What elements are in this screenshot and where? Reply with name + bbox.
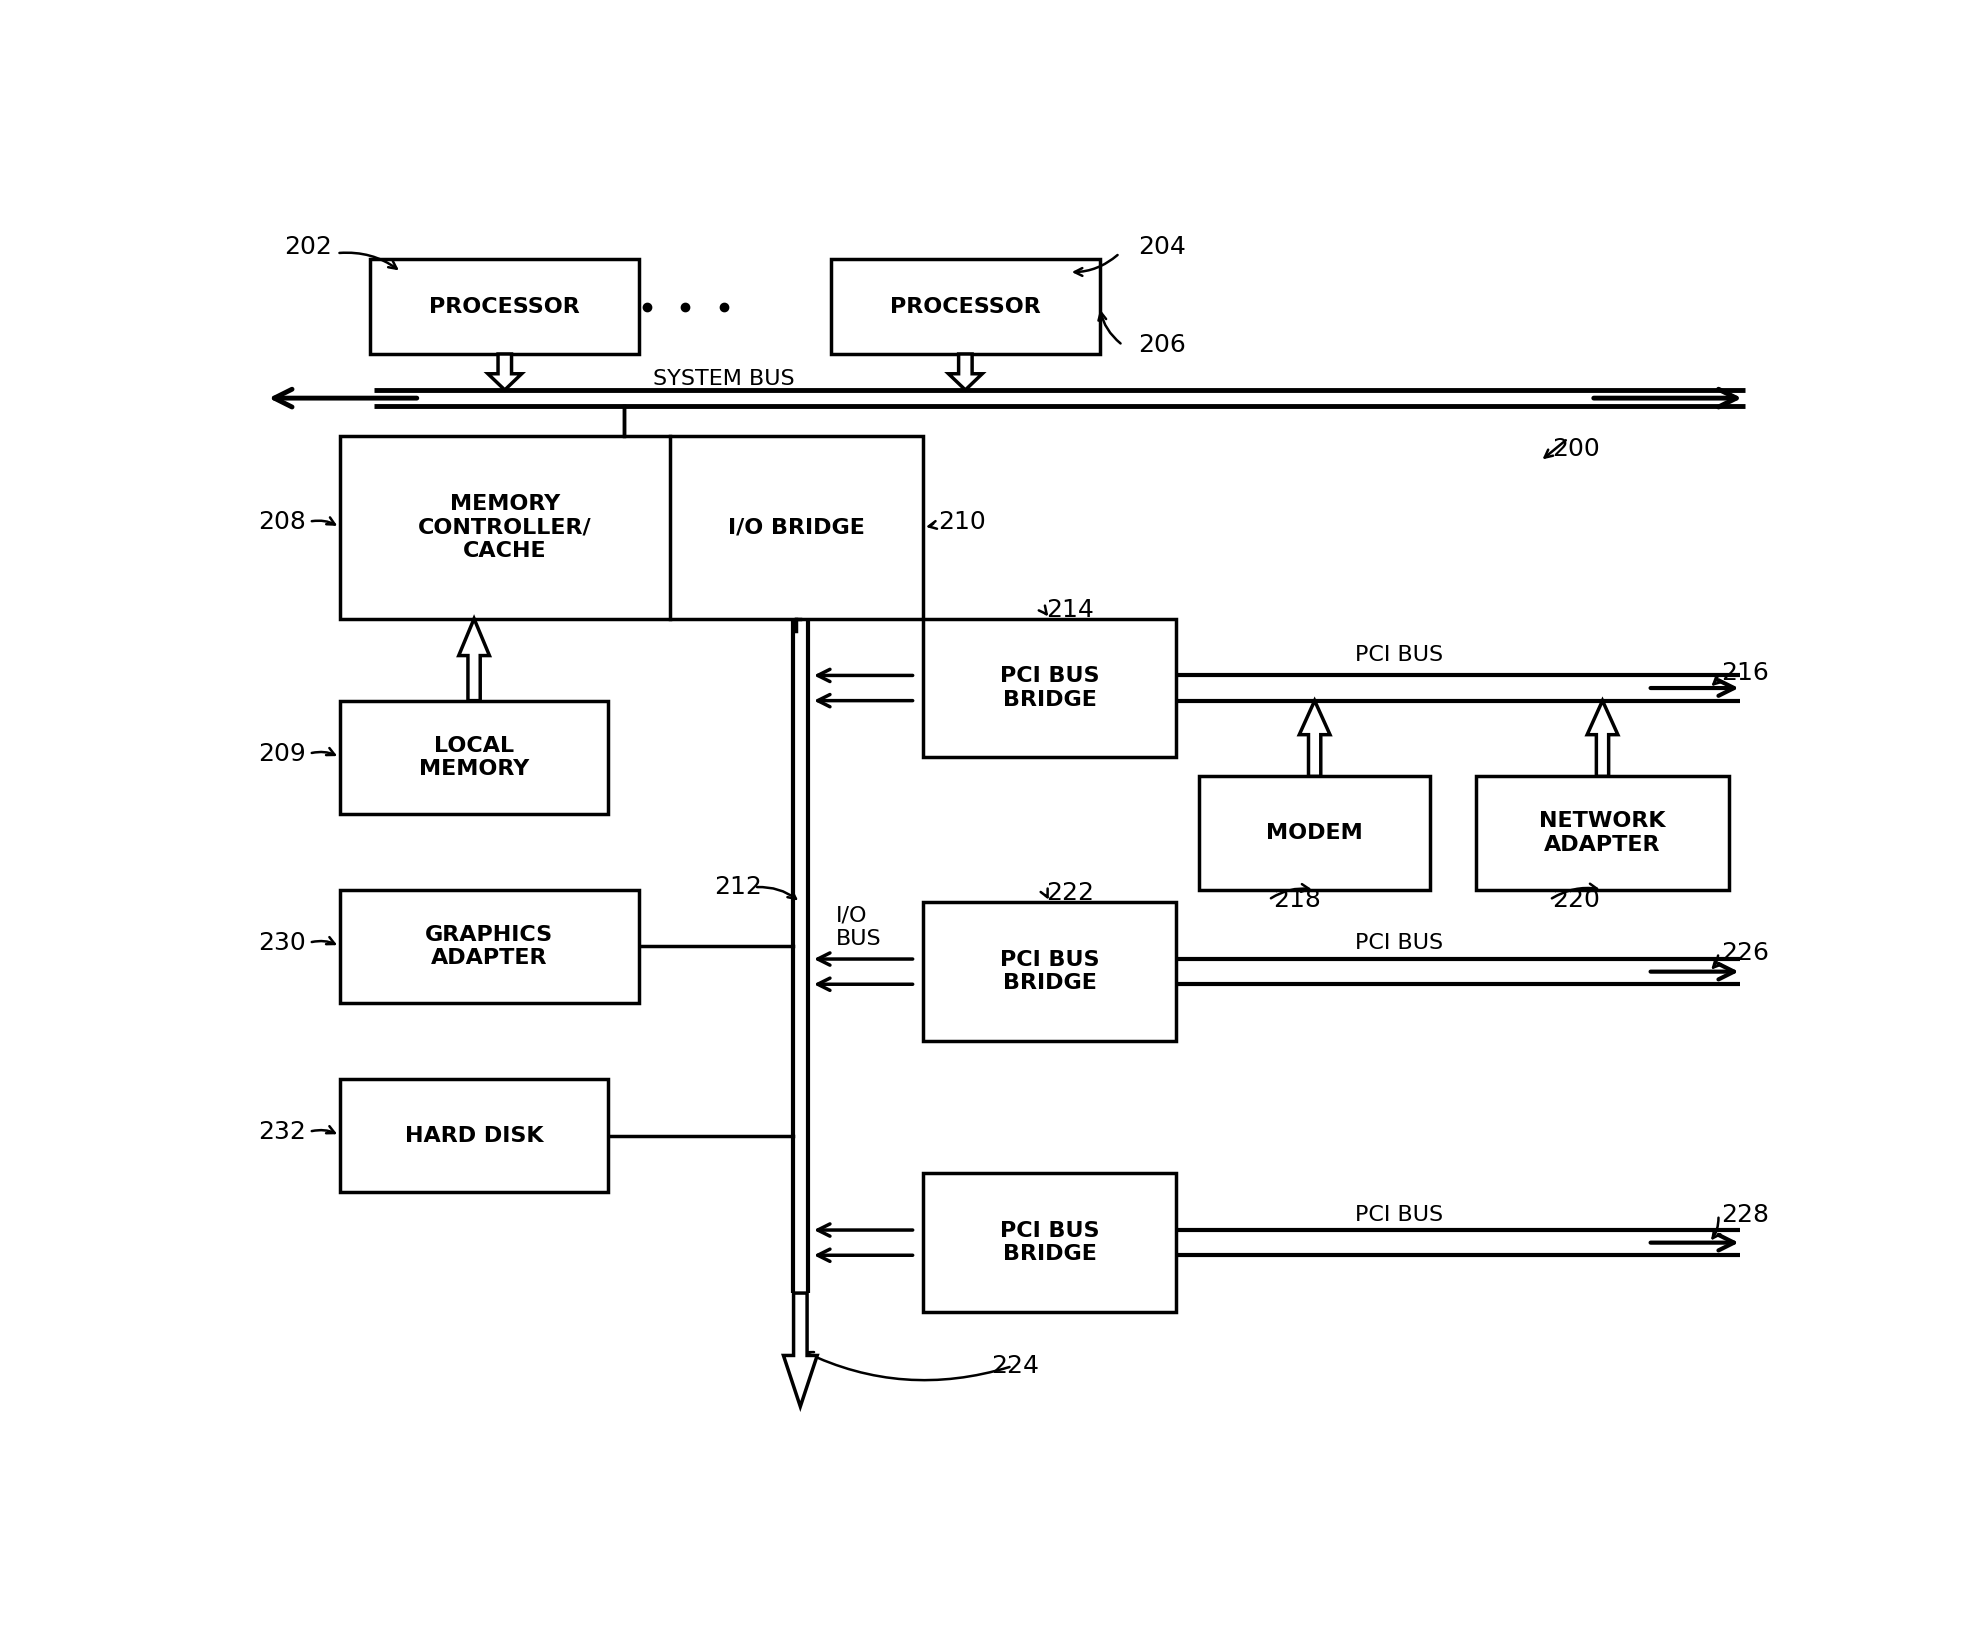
Text: 204: 204 [1137, 234, 1186, 259]
Text: MODEM: MODEM [1265, 823, 1362, 843]
Text: 230: 230 [257, 931, 305, 954]
Bar [341, 701, 608, 814]
Text: PROCESSOR: PROCESSOR [430, 296, 580, 316]
Text: PCI BUS: PCI BUS [1354, 1205, 1441, 1224]
Bar [1475, 776, 1729, 891]
Text: 209: 209 [257, 742, 305, 766]
Text: 206: 206 [1137, 334, 1186, 357]
Text: 222: 222 [1045, 881, 1093, 905]
Text: NETWORK
ADAPTER: NETWORK ADAPTER [1538, 812, 1665, 855]
Text: 210: 210 [939, 509, 986, 534]
Text: PROCESSOR: PROCESSOR [889, 296, 1040, 316]
FancyArrow shape [1586, 701, 1618, 776]
Text: 224: 224 [990, 1354, 1040, 1378]
Text: 212: 212 [713, 876, 762, 899]
Bar [1200, 776, 1430, 891]
Text: LOCAL
MEMORY: LOCAL MEMORY [418, 735, 529, 779]
Text: 228: 228 [1721, 1203, 1768, 1226]
Text: I/O BRIDGE: I/O BRIDGE [729, 517, 865, 537]
FancyArrow shape [1299, 701, 1329, 776]
Bar [341, 891, 640, 1003]
Text: MEMORY
CONTROLLER/
CACHE: MEMORY CONTROLLER/ CACHE [418, 494, 592, 560]
Text: HARD DISK: HARD DISK [404, 1126, 543, 1146]
FancyArrow shape [782, 1293, 818, 1406]
Text: 214: 214 [1045, 598, 1093, 622]
Bar [923, 902, 1176, 1041]
Text: PCI BUS
BRIDGE: PCI BUS BRIDGE [1000, 666, 1099, 709]
Bar [341, 1079, 608, 1192]
FancyArrow shape [948, 354, 982, 390]
Bar [923, 1174, 1176, 1311]
Text: PCI BUS: PCI BUS [1354, 933, 1441, 953]
Text: I/O
BUS: I/O BUS [836, 905, 881, 949]
Text: 218: 218 [1273, 887, 1321, 912]
Text: 226: 226 [1721, 941, 1768, 964]
Text: PCI BUS
BRIDGE: PCI BUS BRIDGE [1000, 1221, 1099, 1264]
Text: 202: 202 [283, 234, 333, 259]
FancyArrow shape [487, 354, 521, 390]
Bar [341, 435, 923, 619]
Text: 208: 208 [257, 509, 305, 534]
Text: GRAPHICS
ADAPTER: GRAPHICS ADAPTER [426, 925, 552, 967]
Text: 200: 200 [1552, 437, 1600, 460]
Text: 220: 220 [1552, 887, 1600, 912]
Text: PCI BUS: PCI BUS [1354, 645, 1441, 665]
Text: 216: 216 [1721, 661, 1768, 684]
Bar [923, 619, 1176, 758]
Text: SYSTEM BUS: SYSTEM BUS [653, 370, 794, 390]
FancyArrow shape [459, 619, 489, 701]
Text: 232: 232 [257, 1120, 305, 1144]
Text: PCI BUS
BRIDGE: PCI BUS BRIDGE [1000, 949, 1099, 994]
Bar [370, 259, 640, 354]
Bar [832, 259, 1099, 354]
